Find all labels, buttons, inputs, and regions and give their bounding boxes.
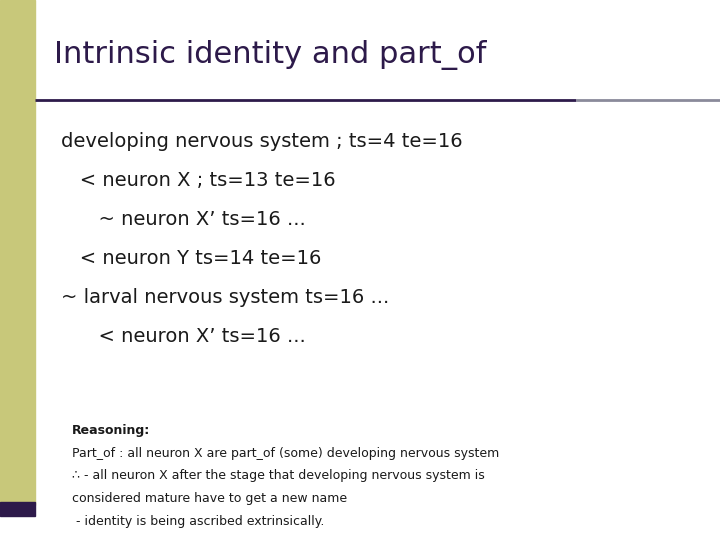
Text: ∴ - all neuron X after the stage that developing nervous system is: ∴ - all neuron X after the stage that de… [72,469,485,482]
Text: Reasoning:: Reasoning: [72,424,150,437]
Text: - identity is being ascribed extrinsically.: - identity is being ascribed extrinsical… [72,515,325,528]
Text: < neuron X’ ts=16 ...: < neuron X’ ts=16 ... [61,327,306,346]
Text: developing nervous system ; ts=4 te=16: developing nervous system ; ts=4 te=16 [61,132,463,151]
Text: < neuron Y ts=14 te=16: < neuron Y ts=14 te=16 [61,249,322,268]
Text: Intrinsic identity and part_of: Intrinsic identity and part_of [54,40,487,71]
Text: ~ neuron X’ ts=16 ...: ~ neuron X’ ts=16 ... [61,210,306,229]
Text: < neuron X ; ts=13 te=16: < neuron X ; ts=13 te=16 [61,171,336,190]
Text: considered mature have to get a new name: considered mature have to get a new name [72,492,347,505]
Text: Part_of : all neuron X are part_of (some) developing nervous system: Part_of : all neuron X are part_of (some… [72,447,499,460]
Bar [0,502,35,516]
Bar [0,0,35,505]
Text: ~ larval nervous system ts=16 ...: ~ larval nervous system ts=16 ... [61,288,390,307]
